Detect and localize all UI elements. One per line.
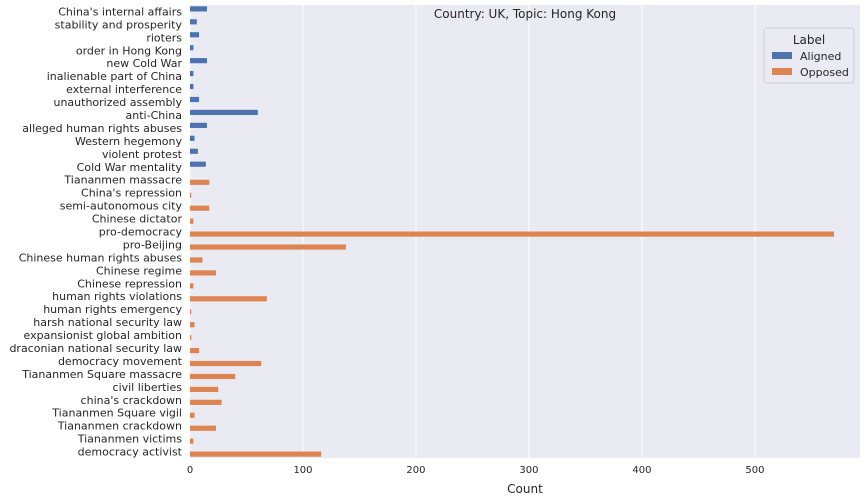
bar-aligned-0 — [190, 6, 207, 12]
category-label-6: external interference — [66, 83, 182, 96]
legend-label-aligned: Aligned — [800, 50, 841, 63]
legend-title: Label — [793, 33, 825, 47]
category-label-33: Tiananmen victims — [77, 433, 183, 446]
bar-opposed-32 — [190, 425, 216, 431]
category-label-25: expansionist global ambition — [24, 329, 183, 342]
bar-opposed-25 — [190, 335, 192, 341]
bar-aligned-1 — [190, 19, 197, 25]
bar-opposed-19 — [190, 257, 203, 263]
bar-aligned-11 — [190, 148, 198, 154]
category-label-34: democracy activist — [78, 446, 183, 459]
category-label-12: Cold War mentality — [77, 161, 183, 174]
category-label-17: pro-democracy — [99, 226, 183, 239]
bar-aligned-7 — [190, 96, 200, 103]
category-label-5: inalienable part of China — [47, 70, 182, 83]
bar-aligned-10 — [190, 135, 195, 141]
bar-opposed-29 — [190, 386, 219, 392]
x-tick-label-2: 200 — [406, 465, 425, 476]
bar-opposed-27 — [190, 360, 262, 367]
category-label-13: Tiananmen massacre — [63, 174, 182, 187]
legend: Label Aligned Opposed — [763, 27, 855, 84]
category-label-15: semi-autonomous city — [60, 200, 183, 213]
x-tick-label-1: 100 — [293, 465, 312, 476]
x-axis-title: Count — [507, 482, 543, 496]
category-label-9: alleged human rights abuses — [22, 122, 182, 135]
category-label-30: china's crackdown — [81, 394, 182, 407]
category-label-21: Chinese repression — [77, 277, 182, 290]
bar-opposed-30 — [190, 399, 222, 405]
bar-opposed-28 — [190, 373, 236, 380]
bar-opposed-22 — [190, 296, 267, 302]
category-label-7: unauthorized assembly — [53, 96, 182, 109]
bar-opposed-13 — [190, 179, 210, 185]
category-label-28: Tiananmen Square massacre — [21, 368, 182, 381]
category-label-29: civil liberties — [113, 381, 183, 394]
category-label-23: human rights emergency — [43, 303, 182, 316]
x-tick-label-0: 0 — [187, 465, 193, 476]
category-label-32: Tiananmen crackdown — [57, 420, 182, 433]
bar-aligned-5 — [190, 71, 194, 77]
category-label-20: Chinese regime — [96, 264, 182, 277]
bar-opposed-15 — [190, 205, 210, 211]
chart-title: Country: UK, Topic: Hong Kong — [434, 7, 616, 21]
bar-opposed-23 — [190, 309, 192, 315]
category-label-18: pro-Beijing — [123, 238, 182, 251]
legend-swatch-opposed — [772, 68, 792, 75]
bar-opposed-31 — [190, 412, 195, 418]
bar-opposed-24 — [190, 322, 195, 328]
category-label-0: China's internal affairs — [58, 5, 182, 18]
bar-opposed-17 — [190, 231, 835, 237]
category-label-24: harsh national security law — [33, 316, 182, 329]
x-tick-labels: 0 100 200 300 400 500 — [187, 465, 765, 476]
bar-aligned-4 — [190, 58, 207, 64]
category-label-11: violent protest — [102, 148, 183, 161]
bar-opposed-20 — [190, 270, 216, 276]
category-label-14: China's repression — [81, 187, 182, 200]
bar-opposed-18 — [190, 244, 346, 250]
category-label-27: democracy movement — [58, 355, 183, 368]
x-tick-label-5: 500 — [745, 465, 764, 476]
category-label-10: Western hegemony — [75, 135, 183, 148]
x-tick-label-4: 400 — [632, 465, 651, 476]
category-label-16: Chinese dictator — [92, 213, 183, 226]
bar-opposed-33 — [190, 438, 194, 444]
x-tick-label-3: 300 — [519, 465, 538, 476]
bar-opposed-21 — [190, 283, 194, 289]
bar-aligned-3 — [190, 45, 194, 51]
bar-aligned-12 — [190, 161, 206, 167]
bar-opposed-14 — [190, 192, 192, 198]
bar-aligned-8 — [190, 109, 258, 116]
category-label-8: anti-China — [126, 109, 182, 122]
category-label-19: Chinese human rights abuses — [19, 251, 183, 264]
category-label-4: new Cold War — [106, 57, 182, 70]
category-label-2: rioters — [146, 31, 182, 44]
legend-label-opposed: Opposed — [800, 66, 849, 79]
bars — [190, 6, 835, 457]
bar-opposed-16 — [190, 218, 194, 224]
bar-aligned-2 — [190, 32, 200, 38]
bar-opposed-34 — [190, 451, 322, 457]
category-label-22: human rights violations — [52, 290, 182, 303]
bar-aligned-9 — [190, 122, 207, 128]
category-label-1: stability and prosperity — [55, 18, 183, 31]
category-label-3: order in Hong Kong — [76, 44, 182, 57]
category-label-26: draconian national security law — [9, 342, 182, 355]
bar-aligned-6 — [190, 83, 194, 90]
bar-opposed-26 — [190, 347, 200, 354]
category-label-31: Tiananmen Square vigil — [51, 407, 182, 420]
legend-swatch-aligned — [772, 52, 792, 59]
